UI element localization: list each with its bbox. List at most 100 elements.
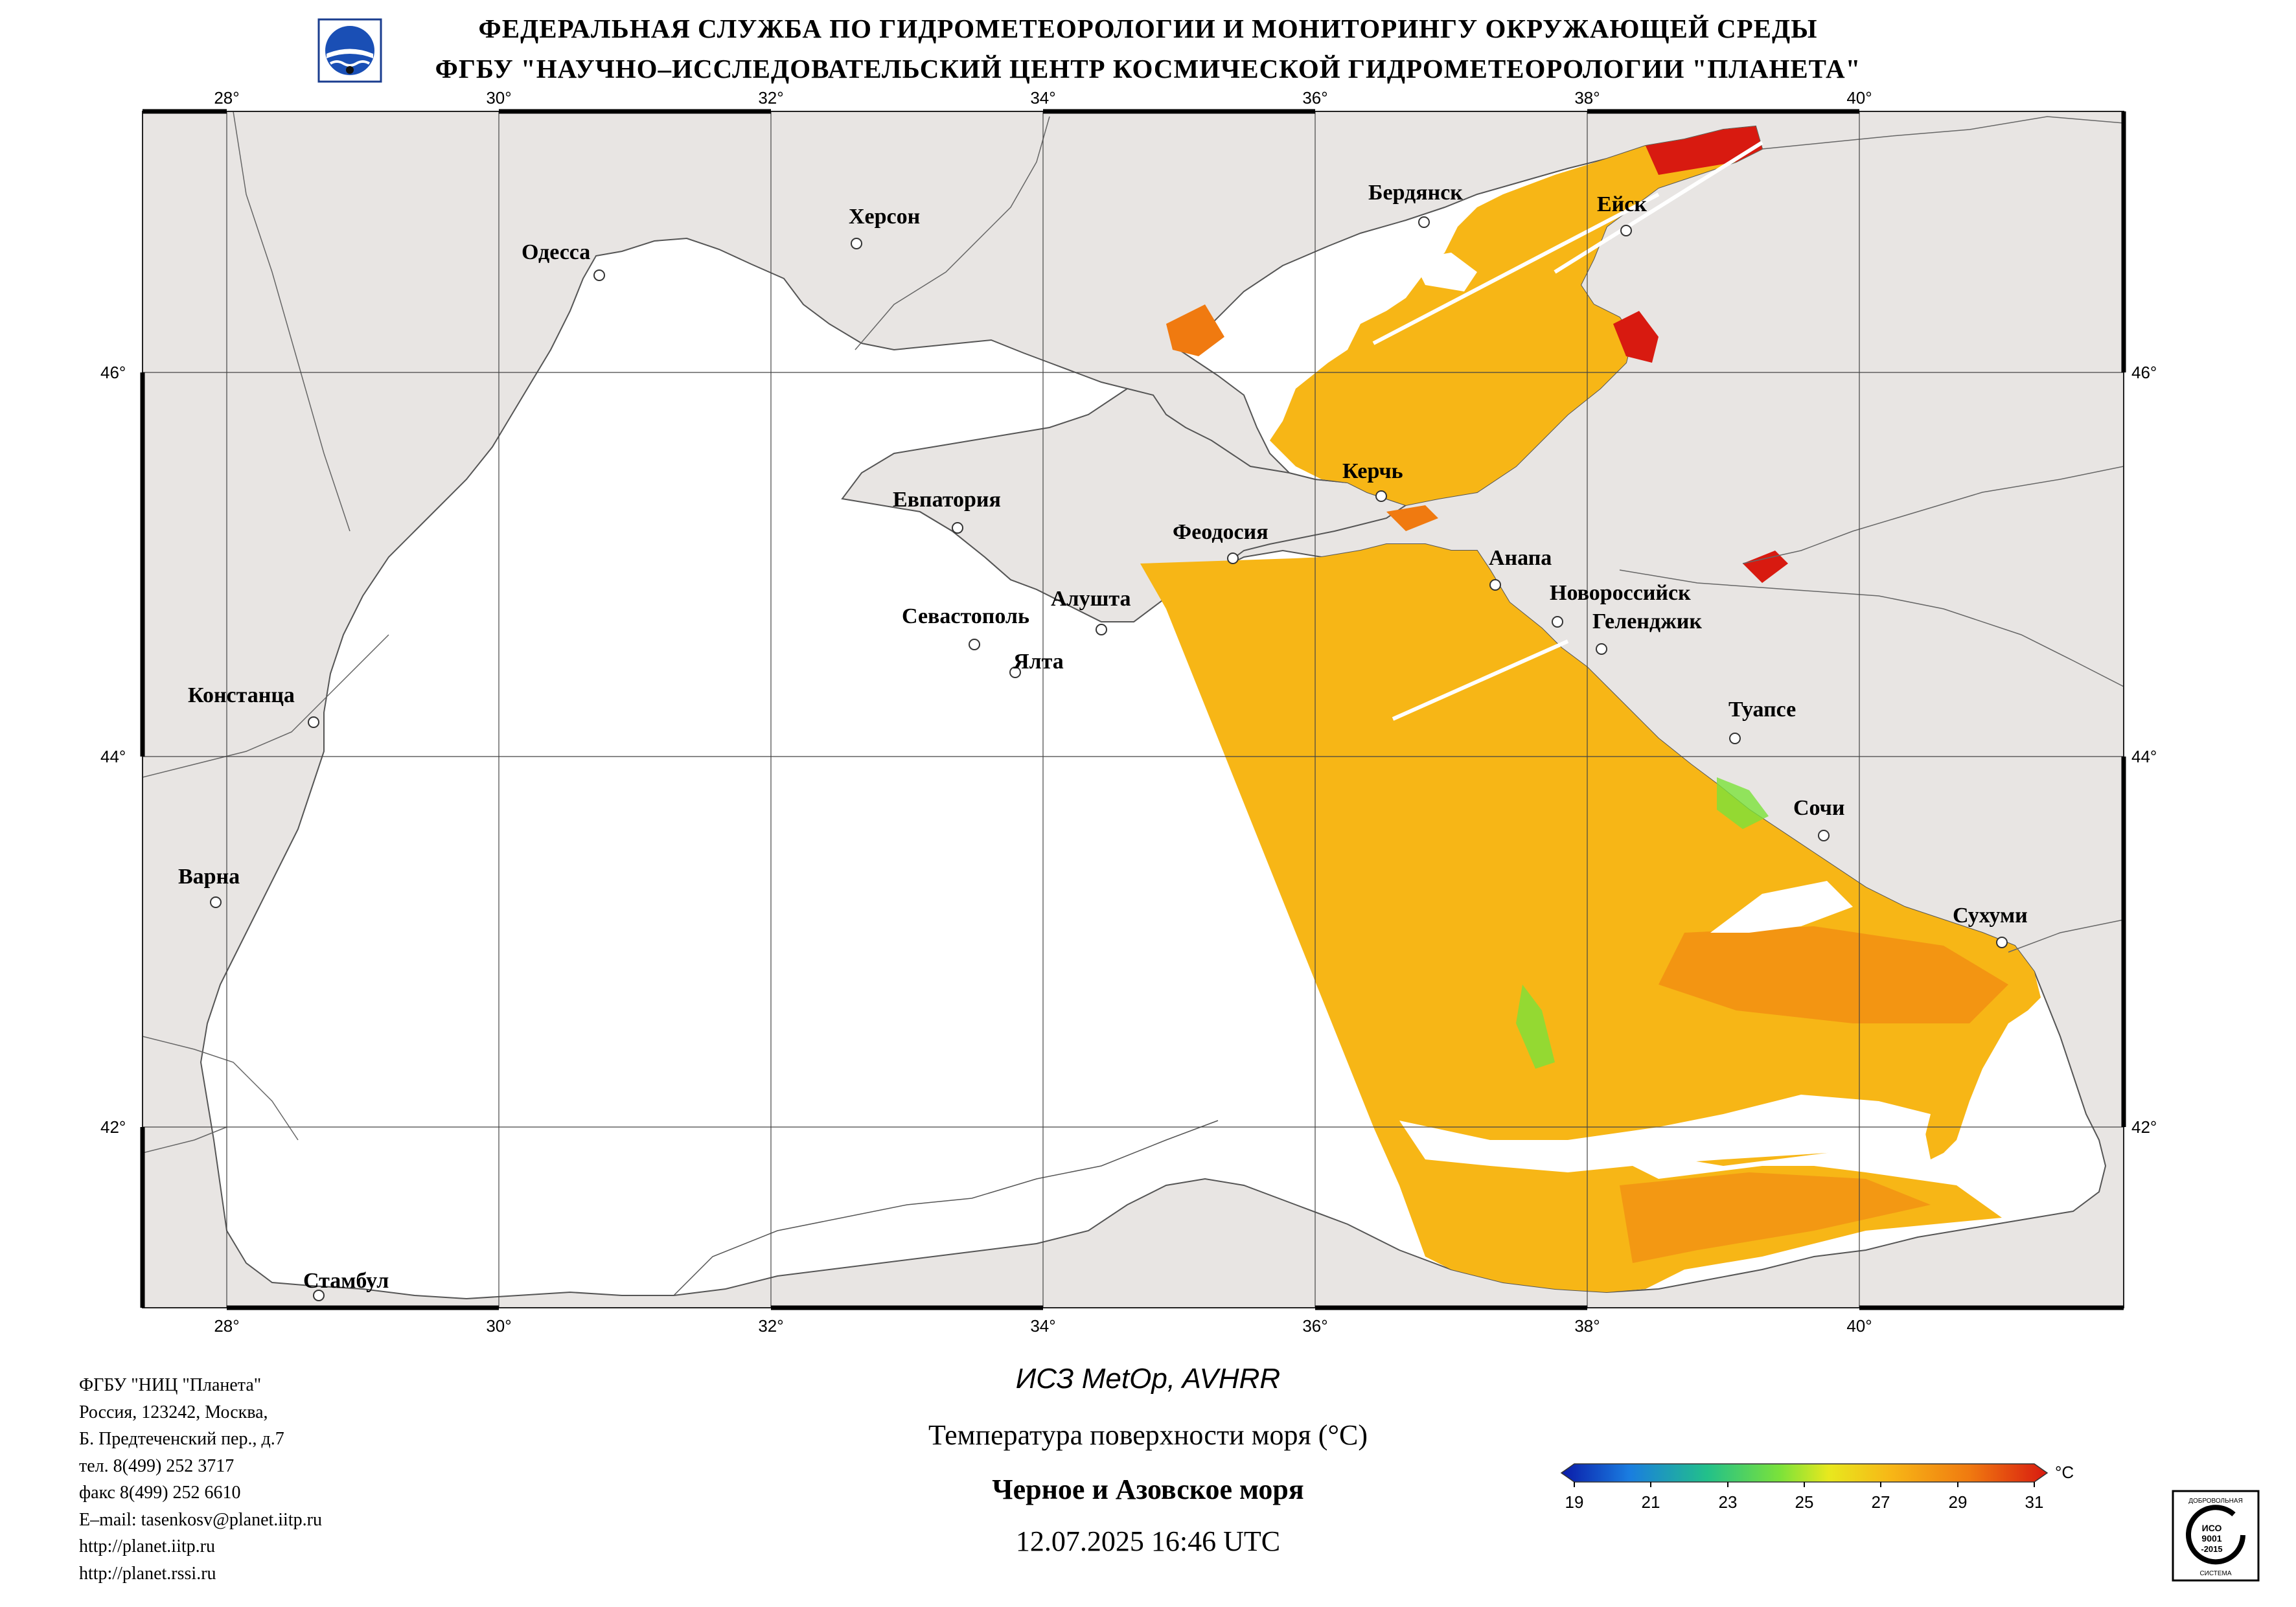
sst-green-patch [1717,777,1769,829]
sst-azov-hot-west [1166,304,1224,356]
city-marker-novorossiysk [1552,616,1563,628]
city-label: Одесса [522,240,590,264]
observation-datetime: 12.07.2025 16:46 UTC [1015,1525,1281,1557]
city-marker-gelendzhik [1596,643,1607,655]
city-marker-sevastopol [969,639,980,650]
city-label: Севастополь [902,604,1029,628]
org-fax: факс 8(499) 252 6610 [79,1483,241,1503]
org-contact-block: ФГБУ "НИЦ "Планета" Россия, 123242, Моск… [79,1372,322,1587]
city-marker-alushta [1096,624,1107,635]
georgia-border [2008,919,2124,953]
lon-label-bottom: 32° [758,1316,783,1336]
lat-label-right: 46° [2131,363,2157,382]
city-label: Сочи [1793,796,1844,820]
city-marker-kherson [851,238,862,249]
colorbar-tick: 19 [1565,1492,1584,1512]
sst-kuban-hot [1743,551,1788,583]
turkey-border [143,1126,227,1154]
lat-label-right: 42° [2131,1117,2157,1137]
lon-label-bottom: 38° [1574,1316,1600,1336]
lat-label-left: 44° [100,747,126,766]
city-label: Констанца [188,683,295,707]
city-marker-feodosia [1227,553,1239,564]
city-label: Анапа [1489,546,1552,570]
colorbar-tick: 27 [1872,1492,1890,1512]
city-marker-varna [210,896,222,908]
city-label: Ейск [1597,192,1647,216]
sst-colorbar: 19 21 23 25 27 29 31 °C [1560,1463,2074,1512]
sst-azov-hot-ne [1646,126,1762,175]
city-label: Новороссийск [1550,581,1691,605]
lon-label-bottom: 28° [214,1316,239,1336]
lon-label-top: 36° [1302,88,1327,108]
iso-badge-bottom: СИСТЕМА [2199,1570,2231,1577]
frame-ticks [140,109,2126,1310]
city-marker-sochi [1818,830,1830,841]
city-label: Туапсе [1728,698,1796,722]
scan-line-2 [1554,141,1763,274]
city-marker-kerch [1375,490,1387,502]
city-label: Ялта [1013,650,1064,674]
city-label: Керчь [1342,459,1403,483]
iso-badge-line3: -2015 [2201,1544,2222,1554]
sst-green-patch-2 [1516,985,1555,1069]
city-label: Сухуми [1953,904,2028,928]
city-label: Алушта [1051,587,1131,611]
city-marker-yeysk [1620,225,1632,236]
city-marker-evpatoria [952,522,963,534]
city-markers [210,216,2008,1301]
planeta-logo [317,18,382,83]
colorbar-ramp [1560,1463,2049,1483]
city-label: Евпатория [893,488,1001,512]
city-label: Херсон [849,205,920,229]
lon-label-top: 34° [1030,88,1055,108]
sst-cloud-gap-2 [1399,1095,1931,1172]
org-url-1[interactable]: http://planet.iitp.ru [79,1536,215,1556]
region-title: Черное и Азовское моря [992,1474,1304,1505]
lat-label-left: 42° [100,1117,126,1137]
city-marker-sukhumi [1996,937,2008,948]
bulgaria-border [143,1036,299,1141]
river-kuban [1742,466,2124,564]
lon-label-bottom: 36° [1302,1316,1327,1336]
graticule [143,111,2124,1308]
iso-badge-line1: ИСО [2202,1523,2222,1533]
lon-label-top: 30° [486,88,511,108]
org-name: ФГБУ "НИЦ "Планета" [79,1375,262,1395]
org-email[interactable]: E–mail: tasenkosv@planet.iitp.ru [79,1509,322,1530]
anatolia-coast-line [673,1120,1219,1296]
iso-badge-line2: 9001 [2201,1533,2221,1544]
sst-azov-hot-e [1613,311,1659,363]
city-label: Бердянск [1368,181,1463,205]
city-marker-constanta [308,716,319,728]
lon-label-bottom: 30° [486,1316,511,1336]
city-marker-tuapse [1729,733,1741,744]
colorbar-unit: °C [2055,1463,2074,1482]
city-marker-istanbul [313,1290,325,1301]
sst-swath-azov [1270,126,1762,505]
city-label: Феодосия [1173,520,1269,544]
colorbar-tick: 25 [1795,1492,1814,1512]
satellite-name: ИСЗ MetOp, AVHRR [1015,1363,1281,1395]
city-label: Стамбул [303,1269,389,1293]
colorbar-tick: 31 [2025,1492,2044,1512]
lon-label-bottom: 40° [1846,1316,1872,1336]
sst-cloud-gap-1 [1710,881,1853,933]
header-line1: ФЕДЕРАЛЬНАЯ СЛУЖБА ПО ГИДРОМЕТЕОРОЛОГИИ … [478,14,1818,43]
river-dnieper [855,116,1050,350]
sst-kerch-hot [1386,505,1438,531]
danube-border [143,634,389,778]
lon-label-top: 38° [1574,88,1600,108]
iso-certification-badge: ДОБРОВОЛЬНАЯ ИСО 9001 -2015 СИСТЕМА [2172,1490,2260,1582]
colorbar-tick: 23 [1719,1492,1738,1512]
lon-label-top: 28° [214,88,239,108]
moldova-border [233,111,350,532]
iso-badge-top: ДОБРОВОЛЬНАЯ [2188,1498,2243,1505]
org-address-1: Россия, 123242, Москва, [79,1402,268,1422]
lat-label-left: 46° [100,363,126,382]
scan-line-1 [1372,192,1660,345]
city-marker-odessa [593,269,605,281]
lon-label-top: 40° [1846,88,1872,108]
colorbar-tick: 21 [1642,1492,1660,1512]
org-url-2[interactable]: http://planet.rssi.ru [79,1563,216,1584]
